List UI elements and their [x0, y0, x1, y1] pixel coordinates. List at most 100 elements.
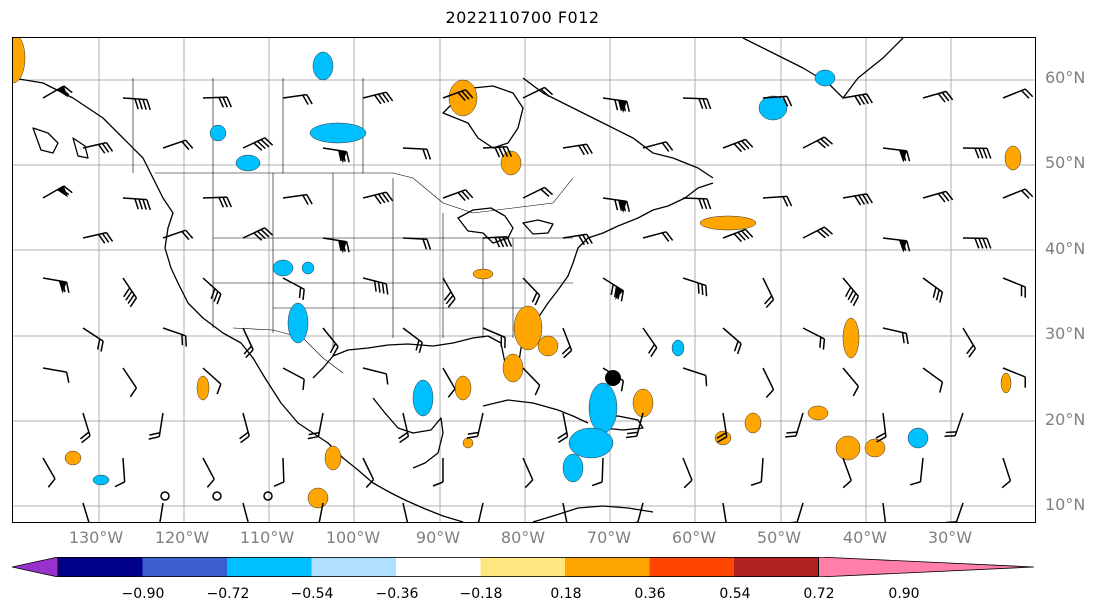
- wind-barb: [202, 196, 233, 208]
- wind-barb: [802, 327, 826, 350]
- negative-anomaly-blob: [209, 124, 227, 142]
- wind-barb: [722, 502, 728, 522]
- wind-barb: [762, 367, 775, 399]
- wind-barb: [432, 458, 444, 487]
- markers: [160, 370, 621, 501]
- positive-anomaly-blob: [196, 375, 210, 401]
- colorbar-segment: [649, 557, 734, 577]
- colorbar-tick: 0.18: [550, 586, 582, 602]
- coastlines: [13, 38, 904, 522]
- wind-barb: [162, 327, 187, 347]
- colorbar-tick: −0.72: [206, 586, 250, 602]
- wind-barb: [522, 457, 534, 489]
- wind-barb: [162, 139, 194, 151]
- lon-label-50w: 50°W: [756, 528, 802, 547]
- positive-anomaly-blob: [64, 450, 82, 466]
- east-coast: [572, 182, 714, 264]
- positive-anomaly-blob: [842, 317, 860, 359]
- negative-anomaly-blob: [301, 261, 315, 275]
- negative-anomaly-blob: [588, 382, 618, 434]
- wind-barb: [842, 193, 873, 206]
- wind-barb: [962, 327, 977, 358]
- positive-anomaly-blob: [307, 487, 329, 509]
- wind-barb: [786, 502, 804, 522]
- colorbar-segment: [565, 557, 650, 577]
- us-canada-border: [155, 172, 574, 214]
- lat-label-20n: 20°N: [1045, 410, 1086, 429]
- wind-barb: [922, 90, 954, 103]
- colorbar-segment: [227, 557, 312, 577]
- wind-barb: [239, 412, 250, 444]
- lon-label-110w: 110°W: [239, 528, 295, 547]
- borders: [132, 78, 574, 374]
- positive-anomaly-blob: [1004, 145, 1022, 171]
- map-panel: [12, 37, 1036, 523]
- wind-barb: [282, 367, 305, 391]
- west-canada-islands: [32, 127, 89, 159]
- wind-barb: [402, 327, 423, 354]
- wind-barb: [362, 277, 389, 295]
- wind-barb: [602, 277, 625, 302]
- wind-barb: [642, 231, 674, 242]
- wind-barb: [202, 367, 222, 395]
- colorbar-tick: 0.90: [888, 586, 920, 602]
- wind-barb: [202, 277, 222, 305]
- wind-barb: [722, 138, 754, 153]
- colorbar: [12, 557, 1035, 577]
- positive-anomaly-blob: [500, 150, 522, 176]
- wind-barb: [642, 327, 658, 358]
- wind-barb: [202, 457, 215, 488]
- us-mexico-border: [232, 327, 344, 374]
- negative-anomaly-blob: [235, 154, 261, 172]
- wind-barb: [722, 228, 754, 243]
- wind-barb: [627, 502, 644, 522]
- wind-barb: [122, 277, 138, 308]
- wind-barb: [882, 502, 887, 522]
- wind-barb: [442, 89, 474, 102]
- wind-barb: [945, 502, 964, 522]
- wind-barb: [42, 367, 70, 383]
- cuba: [482, 399, 589, 424]
- wind-barb: [466, 412, 484, 439]
- wind-barb: [522, 277, 541, 306]
- wind-barb: [308, 502, 324, 522]
- wind-barb: [1002, 188, 1034, 199]
- colorbar-segment: [58, 557, 143, 577]
- wind-barb: [562, 143, 593, 156]
- wind-barb: [158, 502, 164, 522]
- negative-anomaly-blob: [92, 474, 110, 486]
- positive-anomaly-blob: [502, 353, 524, 383]
- colorbar-extend-high: [818, 557, 1035, 577]
- south-america-coast: [532, 505, 654, 522]
- lon-label-90w: 90°W: [415, 528, 461, 547]
- wind-barb: [762, 277, 775, 309]
- shaded-anomalies: [13, 38, 1022, 509]
- small-circle-marker: [160, 491, 170, 501]
- storm-center-marker: [605, 370, 621, 386]
- positive-anomaly-blob: [744, 412, 762, 434]
- negative-anomaly-blob: [272, 259, 294, 277]
- wind-barbs: [42, 85, 1034, 522]
- wind-barb: [122, 197, 151, 211]
- wind-barb: [716, 412, 728, 443]
- wind-barb: [602, 197, 631, 213]
- wind-barb: [82, 327, 104, 352]
- colorbar-segment: [142, 557, 227, 577]
- wind-barb: [750, 457, 764, 486]
- wind-barb: [722, 327, 742, 355]
- wind-barb: [398, 502, 410, 522]
- colorbar-tick: −0.36: [375, 586, 419, 602]
- wind-barb: [273, 457, 285, 488]
- wind-barb: [682, 197, 712, 210]
- wind-barb: [802, 226, 833, 239]
- lon-label-80w: 80°W: [500, 528, 546, 547]
- wind-barb: [562, 233, 593, 246]
- wind-barb: [79, 412, 91, 444]
- wind-barb: [162, 229, 194, 241]
- colorbar-outline: [57, 557, 819, 577]
- positive-anomaly-blob: [454, 375, 472, 401]
- positive-anomaly-blob: [699, 215, 757, 231]
- map-title: 2022110700 F012: [445, 8, 600, 27]
- wind-barb: [307, 412, 324, 440]
- wind-barb: [1001, 457, 1012, 489]
